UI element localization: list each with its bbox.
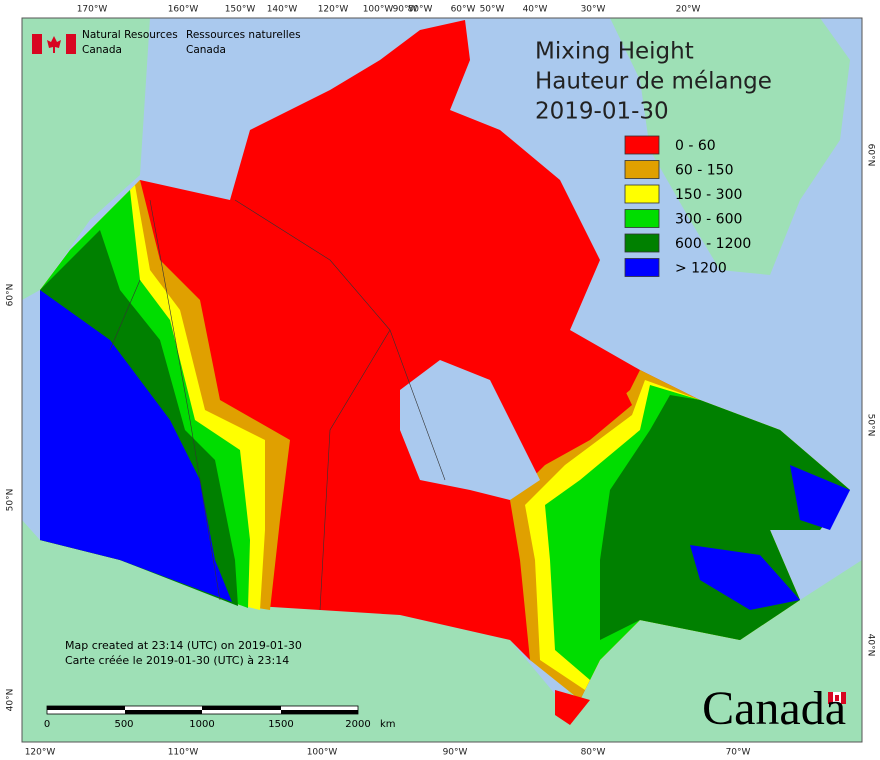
longitude-label: 70°W xyxy=(726,748,751,758)
scale-segment xyxy=(281,710,358,714)
map-frame xyxy=(21,17,863,743)
scale-label: 500 xyxy=(114,719,133,730)
scale-segment xyxy=(202,706,281,710)
title: 2019-01-30 xyxy=(535,99,669,125)
hudson-bay xyxy=(400,360,540,500)
latitude-label: 40°N xyxy=(866,634,876,657)
scale-label: 2000 xyxy=(345,719,370,730)
legend-label: > 1200 xyxy=(675,261,727,277)
legend-swatch xyxy=(624,160,660,179)
legend-swatch xyxy=(624,184,660,204)
united-states xyxy=(22,520,862,742)
latitude-label: 50°N xyxy=(6,489,16,512)
title: Hauteur de mélange xyxy=(535,69,772,95)
longitude-label: 20°W xyxy=(676,5,701,15)
scale-segment xyxy=(47,706,125,710)
department-fr: Ressources naturelles xyxy=(186,29,301,41)
legend-label: 0 - 60 xyxy=(675,138,716,154)
alaska xyxy=(22,18,150,300)
legend-label: 600 - 1200 xyxy=(675,236,751,252)
title: Mixing Height xyxy=(535,39,694,65)
scale-label: 0 xyxy=(44,719,50,730)
department-fr: Canada xyxy=(186,44,226,56)
graticule-labels: 170°W 160°W 150°W 140°W 120°W 100°W 90°W80°W 60… xyxy=(6,5,876,758)
latitude-label: 60°N xyxy=(6,284,16,307)
longitude-label: 120°W xyxy=(25,748,56,758)
longitude-label: 140°W xyxy=(267,5,298,15)
footnote: Map created at 23:14 (UTC) on 2019-01-30 xyxy=(65,639,302,652)
longitude-label: 80°W xyxy=(408,5,433,15)
zone-west xyxy=(40,290,232,602)
longitude-label: 110°W xyxy=(168,748,199,758)
legend-swatch xyxy=(624,233,660,253)
longitude-label: 170°W xyxy=(77,5,108,15)
scale-bar xyxy=(46,705,359,715)
legend-swatch xyxy=(624,209,660,228)
scale-segment xyxy=(125,710,202,714)
zone-east xyxy=(690,465,850,610)
zone-south-ontario xyxy=(555,690,590,725)
longitude-label: 40°W xyxy=(523,5,548,15)
longitude-label: 100°W xyxy=(307,748,338,758)
longitude-label: 100°W xyxy=(363,5,394,15)
flag-bar xyxy=(66,34,76,54)
longitude-label: 160°W xyxy=(168,5,199,15)
legend-swatch xyxy=(624,135,660,155)
longitude-label: 60°W xyxy=(451,5,476,15)
province-borders xyxy=(109,199,446,611)
legend-swatch xyxy=(624,258,660,277)
greenland xyxy=(610,18,850,275)
longitude-label: 120°W xyxy=(318,5,349,15)
map-area xyxy=(22,18,862,742)
flag-bar xyxy=(32,34,42,54)
scale-label: 1000 xyxy=(189,719,214,730)
latitude-label: 50°N xyxy=(866,414,876,437)
latitude-label: 40°N xyxy=(6,689,16,712)
wordmark-flag xyxy=(835,695,839,701)
scale-unit: km xyxy=(380,719,396,730)
longitude-label: 150°W xyxy=(225,5,256,15)
longitude-label: 90°W xyxy=(393,5,418,15)
longitude-label: 80°W xyxy=(581,748,606,758)
department-en: Natural Resources xyxy=(82,29,178,41)
legend-label: 150 - 300 xyxy=(675,187,742,203)
zone-east xyxy=(600,395,850,640)
canada-wordmark: Canada xyxy=(702,682,846,735)
wordmark-flag xyxy=(828,692,833,704)
scale-labels: 0 500 1000 1500 2000 km xyxy=(44,719,396,730)
legend: 0 - 60 60 - 150 150 - 300 300 - 600 600 - 12… xyxy=(624,135,751,277)
latitude-label: 60°N xyxy=(866,144,876,167)
department-en: Canada xyxy=(82,44,122,56)
mixing-height-zones xyxy=(40,180,850,725)
wordmark-flag xyxy=(841,692,846,704)
longitude-label: 50°W xyxy=(480,5,505,15)
longitude-label: 90°W xyxy=(443,748,468,758)
scale-label: 1500 xyxy=(268,719,293,730)
footnote: Carte créée le 2019-01-30 (UTC) à 23:14 xyxy=(65,654,289,667)
legend-label: 60 - 150 xyxy=(675,163,734,179)
legend-label: 300 - 600 xyxy=(675,212,742,228)
longitude-label: 30°W xyxy=(581,5,606,15)
zone-quebec xyxy=(510,370,632,470)
maple-leaf xyxy=(47,36,61,53)
